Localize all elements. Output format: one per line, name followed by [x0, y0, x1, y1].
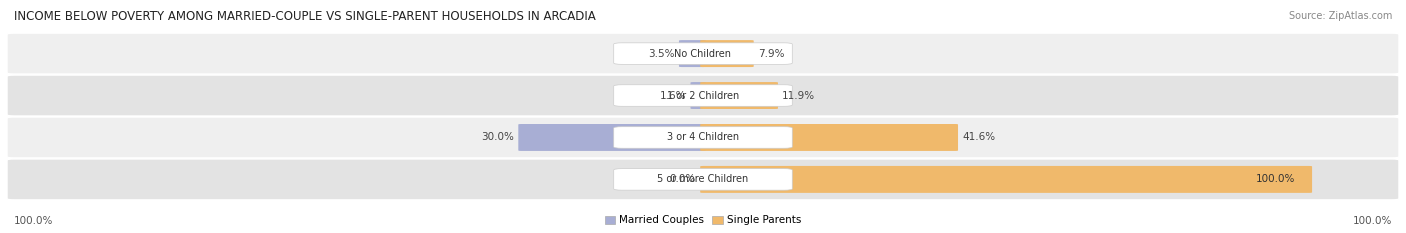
- Text: 3.5%: 3.5%: [648, 49, 675, 58]
- Text: INCOME BELOW POVERTY AMONG MARRIED-COUPLE VS SINGLE-PARENT HOUSEHOLDS IN ARCADIA: INCOME BELOW POVERTY AMONG MARRIED-COUPL…: [14, 10, 596, 23]
- Text: 3 or 4 Children: 3 or 4 Children: [666, 133, 740, 142]
- FancyBboxPatch shape: [700, 166, 1312, 193]
- Text: 7.9%: 7.9%: [758, 49, 785, 58]
- Text: Source: ZipAtlas.com: Source: ZipAtlas.com: [1288, 11, 1392, 21]
- Text: 41.6%: 41.6%: [962, 133, 995, 142]
- Text: 11.9%: 11.9%: [782, 91, 815, 100]
- FancyBboxPatch shape: [7, 159, 1399, 200]
- Legend: Married Couples, Single Parents: Married Couples, Single Parents: [605, 216, 801, 226]
- Text: 30.0%: 30.0%: [481, 133, 515, 142]
- FancyBboxPatch shape: [679, 40, 706, 67]
- FancyBboxPatch shape: [700, 82, 778, 109]
- Text: No Children: No Children: [675, 49, 731, 58]
- FancyBboxPatch shape: [614, 43, 793, 64]
- FancyBboxPatch shape: [614, 127, 793, 148]
- FancyBboxPatch shape: [614, 85, 793, 106]
- FancyBboxPatch shape: [7, 75, 1399, 116]
- Text: 100.0%: 100.0%: [14, 216, 53, 226]
- Text: 1.6%: 1.6%: [659, 91, 686, 100]
- FancyBboxPatch shape: [7, 117, 1399, 158]
- Text: 1 or 2 Children: 1 or 2 Children: [666, 91, 740, 100]
- FancyBboxPatch shape: [700, 124, 957, 151]
- Text: 5 or more Children: 5 or more Children: [658, 175, 748, 184]
- FancyBboxPatch shape: [614, 169, 793, 190]
- FancyBboxPatch shape: [7, 33, 1399, 74]
- Text: 100.0%: 100.0%: [1353, 216, 1392, 226]
- FancyBboxPatch shape: [700, 40, 754, 67]
- Text: 100.0%: 100.0%: [1256, 175, 1295, 184]
- Text: 0.0%: 0.0%: [669, 175, 696, 184]
- FancyBboxPatch shape: [690, 82, 706, 109]
- FancyBboxPatch shape: [519, 124, 706, 151]
